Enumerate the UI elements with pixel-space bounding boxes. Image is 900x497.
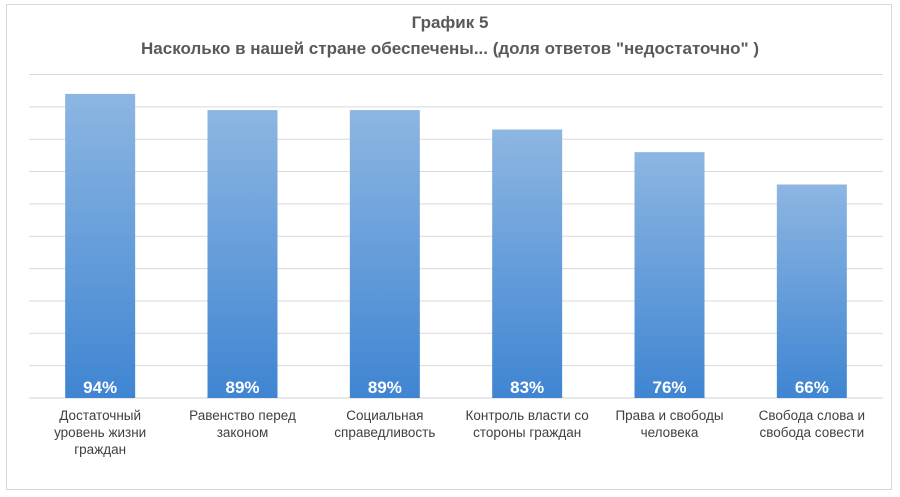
- chart-plot-area: 94% 89% 89% 83% 76% 66%: [29, 74, 883, 399]
- bar: [492, 129, 563, 398]
- chart-frame: График 5 Насколько в нашей стране обеспе…: [6, 4, 892, 490]
- bar: [207, 110, 278, 399]
- data-label: 66%: [795, 378, 829, 397]
- chart-title: График 5: [411, 13, 489, 32]
- data-label: 94%: [83, 378, 117, 397]
- bar: [776, 184, 847, 398]
- data-label: 83%: [510, 378, 544, 397]
- data-label: 89%: [225, 378, 259, 397]
- category-label: Равенство перед законом: [189, 408, 296, 440]
- category-label: Права и свободы человека: [615, 408, 724, 440]
- data-label: 76%: [652, 378, 686, 397]
- category-label: Контроль власти со стороны граждан: [465, 408, 589, 440]
- data-label: 89%: [368, 378, 402, 397]
- category-label: Достаточный уровень жизни граждан: [54, 408, 147, 457]
- chart-subtitle: Насколько в нашей стране обеспечены... (…: [141, 39, 759, 58]
- bar: [634, 152, 705, 398]
- bar: [65, 93, 136, 398]
- category-label: Социальная справедливость: [334, 408, 436, 440]
- category-label: Свобода слова и свобода совести: [758, 408, 866, 440]
- bar: [349, 110, 420, 399]
